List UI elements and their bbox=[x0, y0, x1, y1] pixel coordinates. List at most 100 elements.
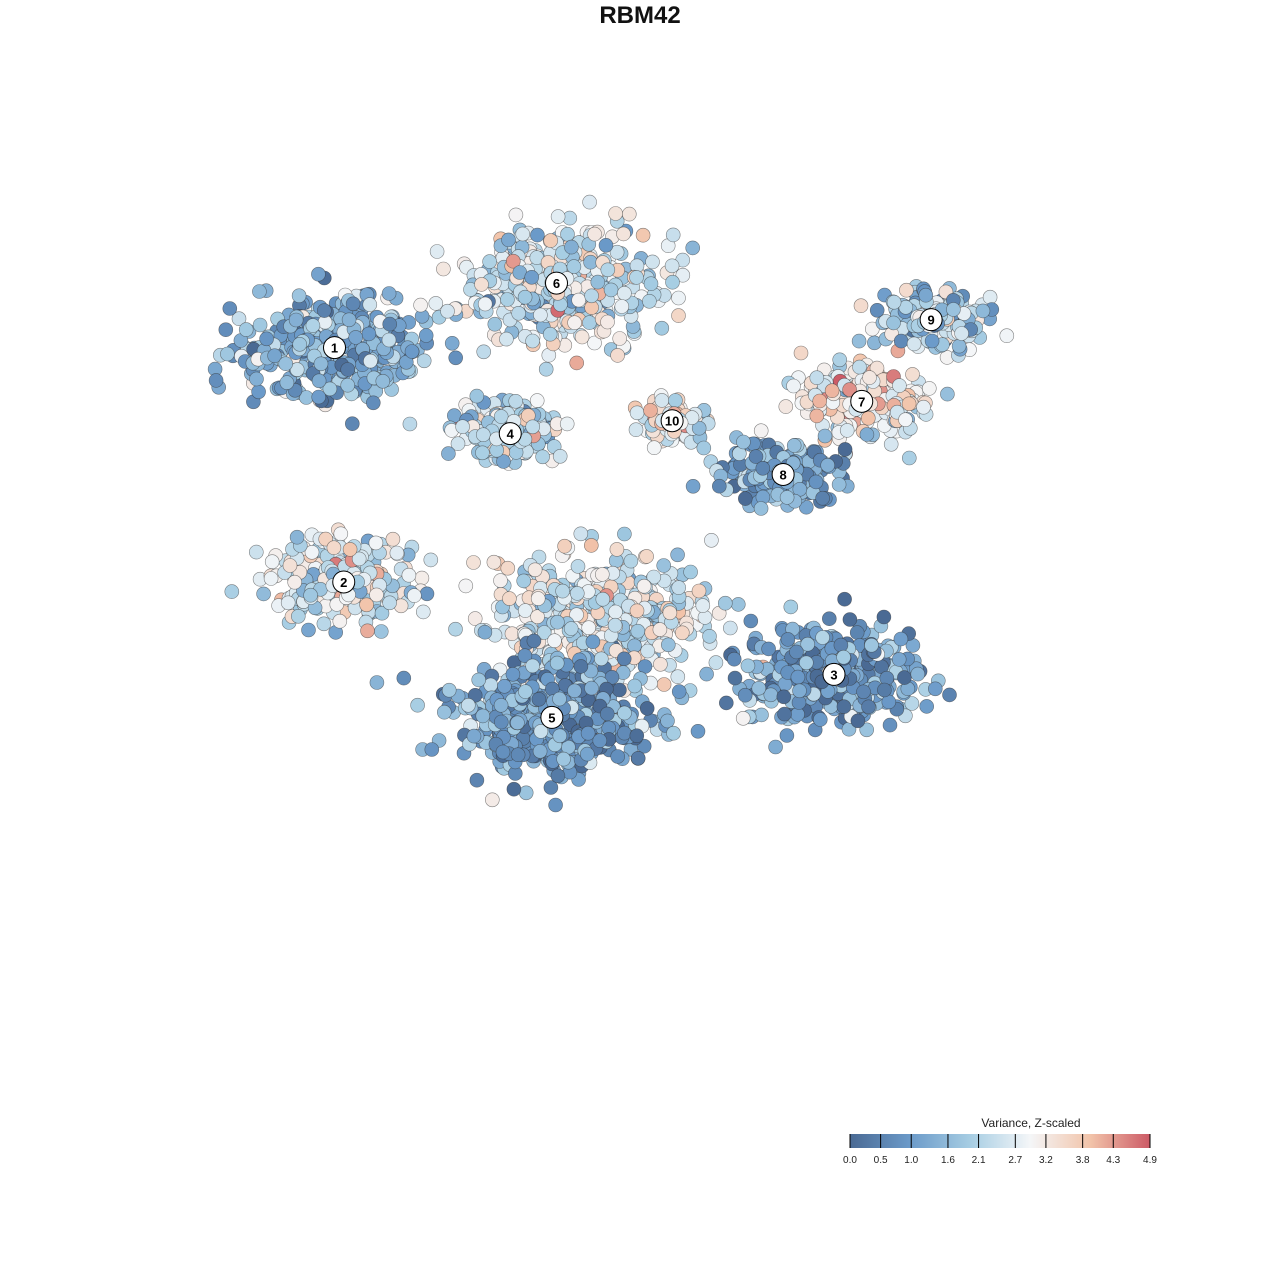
cell-point-central bbox=[527, 562, 543, 578]
cell-point-cluster-2 bbox=[373, 624, 389, 639]
cell-point-cluster-3 bbox=[779, 728, 795, 743]
cluster-label-text: 6 bbox=[553, 276, 560, 291]
cell-point-cluster-6 bbox=[642, 293, 657, 309]
cell-point-central bbox=[477, 624, 493, 640]
cell-point-cluster-7 bbox=[839, 423, 855, 438]
cell-point-cluster-9 bbox=[899, 282, 914, 298]
cell-point-cluster-5 bbox=[471, 672, 487, 688]
cell-point-cluster-1 bbox=[345, 296, 361, 312]
cell-point-cluster-9 bbox=[906, 336, 922, 352]
cell-point-cluster-6 bbox=[436, 261, 451, 277]
cell-point-cluster-8 bbox=[808, 474, 824, 490]
cell-point-cluster-5 bbox=[493, 697, 509, 713]
cell-point-cluster-5 bbox=[396, 670, 412, 686]
cell-point-cluster-5 bbox=[592, 733, 608, 748]
cell-point-cluster-3 bbox=[942, 687, 957, 703]
cell-point-cluster-5 bbox=[610, 749, 626, 764]
cell-point-cluster-6 bbox=[511, 305, 526, 321]
cell-point-cluster-1 bbox=[448, 350, 464, 366]
cell-point-cluster-3 bbox=[897, 670, 912, 685]
cell-point-cluster-3 bbox=[842, 612, 858, 627]
cell-point-cluster-2 bbox=[263, 571, 279, 586]
cell-point-cluster-7 bbox=[852, 359, 867, 375]
cell-point-central bbox=[653, 656, 668, 672]
cell-point-cluster-6 bbox=[643, 276, 659, 292]
cell-point-central bbox=[722, 620, 738, 636]
cell-point-cluster-5 bbox=[484, 792, 500, 808]
cell-point-cluster-6 bbox=[499, 331, 514, 347]
cell-point-cluster-9 bbox=[918, 287, 934, 303]
cell-point-cluster-7 bbox=[809, 408, 825, 424]
cell-point-cluster-8 bbox=[736, 434, 751, 450]
cluster-label-text: 3 bbox=[830, 667, 837, 682]
cell-point-cluster-5 bbox=[690, 723, 706, 739]
cell-point-cluster-9 bbox=[853, 298, 869, 314]
cell-point-cluster-6 bbox=[610, 348, 625, 363]
cell-point-cluster-1 bbox=[311, 266, 326, 282]
cell-point-cluster-1 bbox=[316, 303, 332, 318]
cell-point-cluster-3 bbox=[833, 637, 849, 653]
cell-point-cluster-2 bbox=[264, 554, 280, 570]
cell-point-central bbox=[660, 637, 676, 653]
cell-point-cluster-8 bbox=[786, 438, 802, 453]
cell-point-cluster-1 bbox=[278, 356, 294, 372]
cell-point-cluster-3 bbox=[876, 609, 892, 625]
cell-point-cluster-1 bbox=[313, 356, 329, 372]
chart-title: RBM42 bbox=[599, 2, 681, 29]
cell-point-cluster-3 bbox=[815, 630, 830, 645]
cell-point-cluster-2 bbox=[423, 552, 439, 568]
cell-point-central bbox=[671, 580, 687, 595]
cell-point-cluster-7 bbox=[883, 436, 899, 452]
cell-point-central bbox=[458, 578, 474, 594]
cell-point-cluster-6 bbox=[590, 274, 606, 290]
cell-point-central bbox=[573, 526, 589, 542]
cell-point-central bbox=[550, 614, 565, 630]
cluster-label-text: 5 bbox=[548, 710, 555, 725]
cell-point-central bbox=[623, 553, 639, 569]
cell-point-cluster-1 bbox=[348, 330, 364, 345]
cell-point-cluster-2 bbox=[369, 587, 384, 603]
cell-point-cluster-7 bbox=[905, 367, 920, 382]
cell-point-cluster-6 bbox=[413, 297, 428, 313]
cell-point-cluster-3 bbox=[790, 669, 806, 685]
cell-point-cluster-5 bbox=[599, 706, 615, 722]
cell-point-cluster-1 bbox=[311, 389, 327, 405]
cell-point-cluster-2 bbox=[280, 595, 296, 611]
cell-point-cluster-6 bbox=[487, 316, 503, 332]
cell-point-cluster-6 bbox=[617, 285, 632, 301]
legend-tick-label: 2.1 bbox=[972, 1155, 986, 1166]
cell-point-central bbox=[570, 559, 586, 574]
cell-point-cluster-3 bbox=[754, 707, 769, 723]
cell-point-cluster-4 bbox=[535, 449, 550, 465]
cell-point-cluster-5 bbox=[549, 655, 565, 671]
cell-point-cluster-1 bbox=[252, 284, 267, 299]
cell-point-cluster-1 bbox=[218, 322, 234, 338]
cell-point-cluster-1 bbox=[341, 312, 357, 328]
cell-point-cluster-10 bbox=[668, 393, 683, 408]
cell-point-cluster-1 bbox=[292, 336, 308, 352]
cell-point-cluster-9 bbox=[975, 303, 991, 319]
cell-point-cluster-1 bbox=[416, 353, 432, 369]
cell-point-cluster-5 bbox=[552, 728, 568, 744]
cell-point-central bbox=[670, 547, 685, 563]
cell-point-cluster-5 bbox=[616, 651, 632, 667]
cell-point-cluster-2 bbox=[282, 558, 298, 573]
cell-point-cluster-5 bbox=[424, 742, 440, 757]
cell-point-cluster-3 bbox=[836, 699, 852, 715]
cell-point-central bbox=[595, 591, 611, 607]
cell-point-cluster-7 bbox=[778, 399, 794, 414]
cell-point-cluster-7 bbox=[753, 423, 769, 439]
cell-point-cluster-7 bbox=[901, 396, 917, 412]
cell-point-cluster-7 bbox=[921, 381, 937, 396]
cluster-label-text: 4 bbox=[507, 427, 515, 442]
cell-point-cluster-1 bbox=[322, 381, 338, 397]
legend-tick-label: 0.0 bbox=[843, 1155, 857, 1166]
cell-point-cluster-3 bbox=[864, 637, 879, 653]
cell-point-cluster-5 bbox=[460, 697, 476, 713]
cell-point-cluster-6 bbox=[621, 206, 637, 222]
cell-point-cluster-9 bbox=[946, 302, 961, 317]
cell-point-cluster-2 bbox=[368, 535, 384, 551]
cell-point-cluster-6 bbox=[474, 277, 489, 292]
cell-point-cluster-9 bbox=[951, 338, 967, 354]
cell-point-cluster-8 bbox=[815, 490, 830, 506]
